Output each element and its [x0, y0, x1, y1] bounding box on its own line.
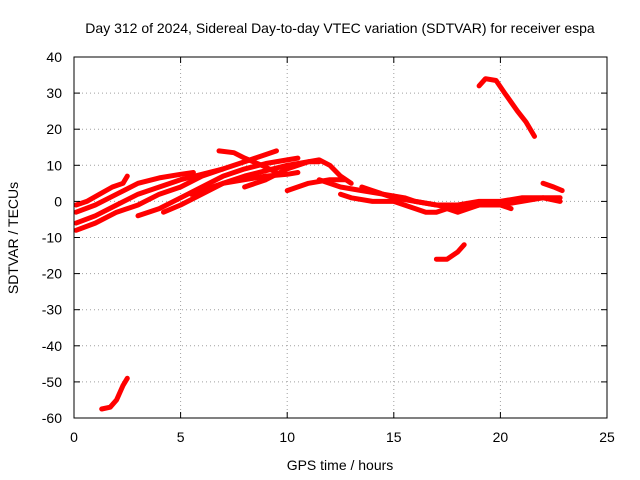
grid-lines: [74, 57, 607, 418]
x-tick-label: 20: [493, 429, 509, 445]
series-arc-2: [73, 170, 196, 215]
series-arc-7: [188, 170, 301, 197]
y-tick-label: -40: [42, 338, 62, 354]
series-arc-15: [433, 242, 467, 262]
y-tick-label: 30: [46, 85, 62, 101]
series-arc-9: [242, 157, 354, 190]
y-tick-label: 0: [54, 193, 62, 209]
series-arc-17: [99, 375, 130, 412]
y-tick-label: -50: [42, 374, 62, 390]
y-tick-label: 40: [46, 49, 62, 65]
y-tick-label: 10: [46, 157, 62, 173]
series-arc-5: [135, 155, 301, 219]
series-arc-4: [73, 166, 226, 233]
x-tick-label: 15: [386, 429, 402, 445]
x-tick-label: 5: [177, 429, 185, 445]
series-arc-8: [216, 148, 279, 175]
y-tick-label: -30: [42, 302, 62, 318]
chart-title: Day 312 of 2024, Sidereal Day-to-day VTE…: [85, 20, 595, 36]
y-tick-label: -60: [42, 410, 62, 426]
axis-ticks: 0 5 10 15 20 25 -60 -50 -40 -30 -20 -10 0 10 20 30 40: [42, 49, 615, 445]
x-axis-title: GPS time / hours: [287, 457, 394, 473]
data-series: [73, 76, 565, 412]
series-arc-1: [73, 173, 130, 208]
series-arc-16: [476, 76, 537, 139]
series-arc-13: [359, 184, 563, 208]
y-tick-label: -20: [42, 266, 62, 282]
y-tick-label: 20: [46, 121, 62, 137]
y-axis-title: SDTVAR / TECUs: [5, 182, 21, 294]
series-arc-12: [338, 191, 514, 215]
y-tick-label: -10: [42, 230, 62, 246]
x-tick-label: 10: [279, 429, 295, 445]
x-tick-label: 25: [599, 429, 615, 445]
series-arc-14: [540, 180, 565, 194]
x-tick-label: 0: [70, 429, 78, 445]
plot-border: [73, 56, 608, 419]
